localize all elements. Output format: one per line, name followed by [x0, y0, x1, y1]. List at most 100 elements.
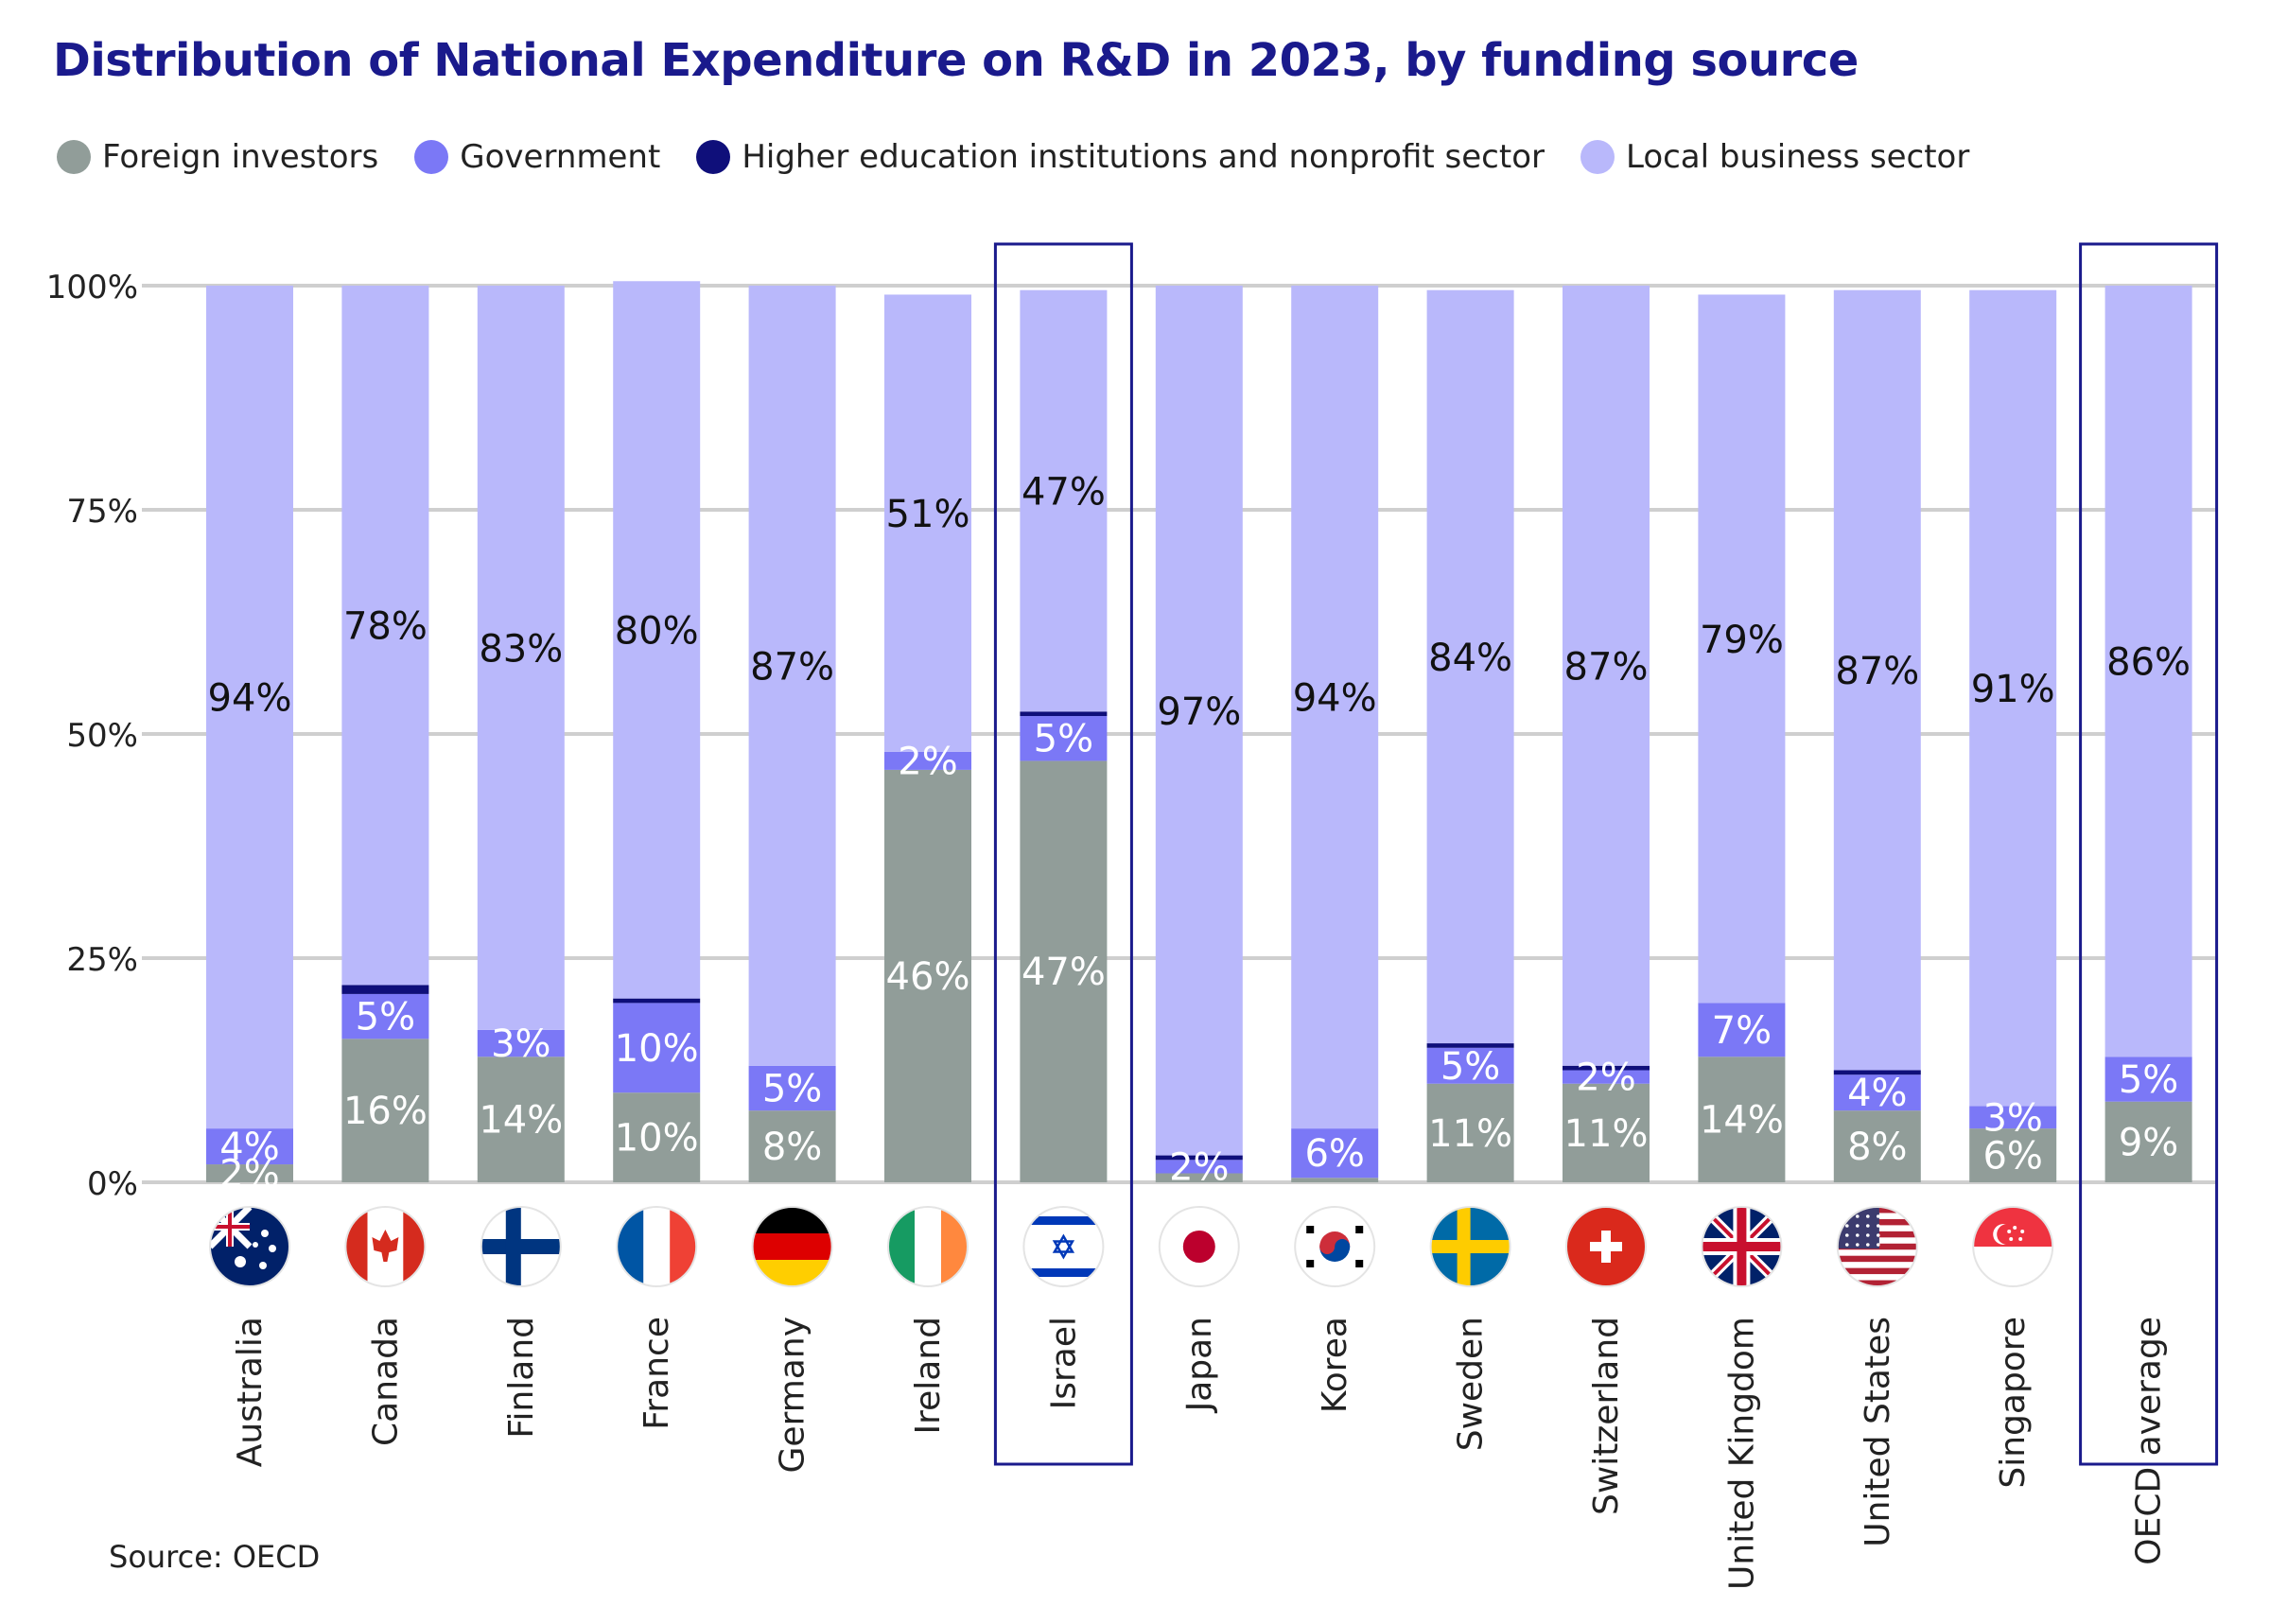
legend: Foreign investors Government Higher educ… [57, 132, 2005, 182]
singapore-flag [1972, 1206, 2054, 1287]
finland-flag [480, 1206, 562, 1287]
bar-segment-foreign-korea [1291, 1178, 1379, 1182]
category-label-israel: Israel [1044, 1317, 1083, 1409]
category-label-united-kingdom: United Kingdom [1722, 1317, 1761, 1590]
data-label-government-sweden: 5% [1441, 1045, 1500, 1089]
legend-swatch-government [414, 140, 449, 174]
bar-segment-local-oecd-average [2104, 286, 2192, 1057]
highlight-frame-oecd-average [2079, 242, 2219, 1466]
legend-label-local-business: Local business sector [1625, 138, 1970, 176]
data-label-government-switzerland: 2% [1576, 1056, 1635, 1100]
data-label-government-ireland: 2% [898, 740, 957, 783]
data-label-government-germany: 5% [762, 1067, 822, 1110]
bar-segment-higher_ed-canada [341, 985, 429, 994]
data-label-foreign-germany: 8% [762, 1126, 822, 1169]
category-label-singapore: Singapore [1994, 1317, 2033, 1489]
data-label-local-japan: 97% [1157, 690, 1241, 734]
bar-segment-government-germany [748, 1065, 836, 1111]
data-label-government-united-states: 4% [1847, 1072, 1907, 1115]
y-tick-label: 50% [66, 717, 138, 755]
bar-segment-higher_ed-israel [1020, 711, 1108, 717]
bar-segment-foreign-united-states [1833, 1110, 1921, 1182]
data-label-local-australia: 94% [208, 677, 292, 721]
data-label-foreign-sweden: 11% [1428, 1112, 1512, 1156]
bar-segment-foreign-united-kingdom [1698, 1056, 1786, 1182]
bars-layer [206, 281, 2192, 1182]
data-label-local-singapore: 91% [1971, 668, 2055, 711]
bar-segment-higher_ed-sweden [1426, 1043, 1514, 1048]
data-label-government-oecd-average: 5% [2119, 1058, 2178, 1102]
bar-segment-foreign-germany [748, 1110, 836, 1182]
data-label-foreign-france: 10% [615, 1117, 699, 1161]
bar-segment-local-united-kingdom [1698, 294, 1786, 1004]
bar-segment-local-ireland [884, 294, 971, 752]
bar-segment-government-united-states [1833, 1074, 1921, 1111]
legend-label-government: Government [460, 138, 661, 176]
data-label-foreign-australia: 2% [219, 1153, 279, 1196]
data-label-government-japan: 2% [1169, 1145, 1229, 1189]
bar-segment-foreign-switzerland [1563, 1083, 1650, 1182]
category-label-sweden: Sweden [1452, 1317, 1491, 1451]
bar-segment-local-korea [1291, 286, 1379, 1129]
bar-segment-government-france [613, 1003, 701, 1093]
bar-segment-government-singapore [1969, 1106, 2057, 1129]
bar-segment-local-united-states [1833, 289, 1921, 1071]
category-label-switzerland: Switzerland [1587, 1317, 1626, 1515]
data-label-local-finland: 83% [479, 627, 563, 671]
bar-segment-government-ireland [884, 751, 971, 770]
data-label-government-australia: 4% [219, 1126, 279, 1169]
y-tick-label: 75% [66, 493, 138, 531]
category-label-france: France [637, 1317, 676, 1430]
bar-segment-government-australia [206, 1128, 293, 1165]
bar-segment-government-finland [477, 1029, 565, 1057]
bar-segment-local-israel [1020, 289, 1108, 712]
data-label-local-sweden: 84% [1428, 637, 1512, 680]
ireland-flag [887, 1206, 969, 1287]
legend-label-foreign-investors: Foreign investors [102, 138, 379, 176]
korea-flag [1294, 1206, 1376, 1287]
category-label-germany: Germany [774, 1317, 812, 1473]
bar-segment-local-singapore [1969, 289, 2057, 1107]
y-tick-label: 100% [46, 269, 138, 306]
chart-title: Distribution of National Expenditure on … [53, 34, 1859, 87]
y-tick-label: 0% [87, 1165, 138, 1203]
france-flag [616, 1206, 698, 1287]
sweden-flag [1429, 1206, 1511, 1287]
bar-segment-local-sweden [1426, 289, 1514, 1044]
highlight-frame-israel [993, 242, 1133, 1466]
data-label-foreign-oecd-average: 9% [2119, 1121, 2178, 1164]
switzerland-flag [1565, 1206, 1647, 1287]
data-label-local-france: 80% [615, 609, 699, 653]
bar-segment-government-united-kingdom [1698, 1003, 1786, 1057]
data-label-foreign-united-states: 8% [1847, 1126, 1907, 1169]
bar-segment-government-sweden [1426, 1047, 1514, 1084]
australia-flag [209, 1206, 290, 1287]
data-label-government-united-kingdom: 7% [1712, 1009, 1772, 1053]
flags-layer [209, 1206, 2054, 1287]
bar-segment-local-france [613, 281, 701, 999]
data-label-foreign-united-kingdom: 14% [1700, 1099, 1784, 1143]
legend-label-higher-education: Higher education institutions and nonpro… [742, 138, 1545, 176]
bar-segment-government-canada [341, 993, 429, 1039]
data-label-government-france: 10% [615, 1027, 699, 1071]
data-label-foreign-canada: 16% [343, 1090, 428, 1133]
legend-item-foreign-investors: Foreign investors [57, 138, 378, 176]
data-label-government-canada: 5% [356, 996, 415, 1039]
bar-segment-government-israel [1020, 716, 1108, 761]
data-label-local-ireland: 51% [886, 493, 970, 536]
data-label-government-israel: 5% [1034, 718, 1093, 761]
bar-segment-foreign-france [613, 1092, 701, 1182]
bar-segment-higher_ed-switzerland [1563, 1065, 1650, 1071]
israel-flag [1022, 1206, 1105, 1287]
y-tick-label: 25% [66, 941, 138, 979]
segment-labels-layer: 2%4%94%16%5%78%14%3%83%10%10%80%8%5%87%4… [208, 471, 2191, 1196]
bar-segment-local-finland [477, 286, 565, 1030]
japan-flag [1158, 1206, 1240, 1287]
bar-segment-foreign-finland [477, 1056, 565, 1182]
data-label-local-canada: 78% [343, 605, 428, 649]
data-label-government-finland: 3% [491, 1022, 550, 1066]
legend-swatch-higher-education [696, 140, 731, 174]
data-label-local-germany: 87% [750, 645, 834, 689]
bar-segment-higher_ed-united-states [1833, 1070, 1921, 1075]
